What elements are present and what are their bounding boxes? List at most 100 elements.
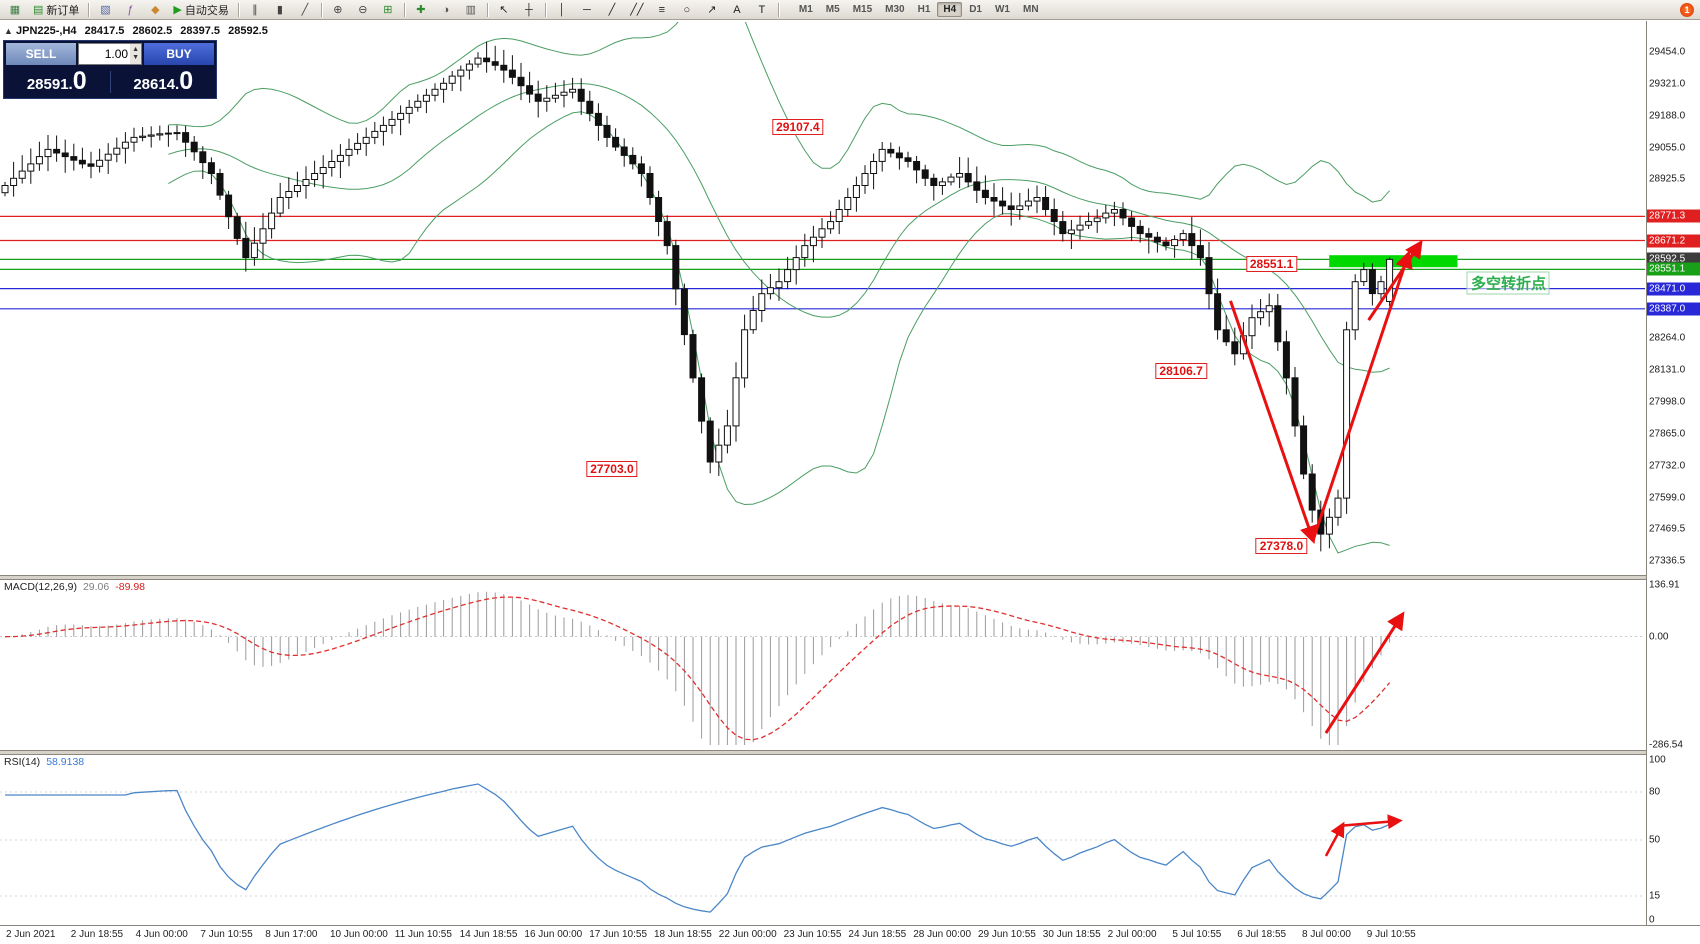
vertical-line-icon[interactable]: │ bbox=[550, 0, 574, 19]
fibonacci-icon[interactable]: ≡ bbox=[650, 0, 674, 19]
price-chart-panel[interactable] bbox=[0, 21, 1646, 575]
volume-input[interactable] bbox=[79, 44, 131, 64]
horizontal-line-icon[interactable]: ─ bbox=[575, 0, 599, 19]
shapes-icon-glyph: ○ bbox=[683, 3, 691, 16]
timeframe-m15[interactable]: M15 bbox=[852, 4, 873, 15]
price-axis-label: 27469.5 bbox=[1649, 523, 1686, 535]
templates-icon-glyph: ▥ bbox=[465, 4, 477, 16]
time-axis-label: 2 Jul 00:00 bbox=[1107, 929, 1157, 940]
rsi-value: 58.9138 bbox=[46, 756, 85, 768]
line-chart-icon[interactable]: ╱ bbox=[293, 0, 317, 19]
timeframe-m30[interactable]: M30 bbox=[885, 4, 905, 15]
crosshair-icon[interactable]: ┼ bbox=[517, 0, 541, 19]
ohlc-low: 28397.5 bbox=[180, 25, 221, 37]
zoom-in-icon[interactable]: ⊕ bbox=[326, 0, 350, 19]
toolbar-separator bbox=[320, 2, 322, 17]
macd-panel[interactable] bbox=[0, 579, 1646, 750]
timeframe-h4[interactable]: H4 bbox=[937, 2, 963, 17]
trendline-icon-glyph: ╱ bbox=[608, 4, 616, 16]
shapes-icon[interactable]: ○ bbox=[675, 0, 699, 19]
templates-icon[interactable]: ▥ bbox=[459, 0, 483, 19]
autotrading-button-glyph: ▶ bbox=[173, 4, 182, 16]
new-chart-icon[interactable]: ▦ bbox=[3, 0, 27, 19]
new-order-button[interactable]: ▤ 新订单 bbox=[28, 0, 84, 19]
macd-name: MACD(12,26,9) bbox=[4, 581, 77, 593]
price-axis-label: 50 bbox=[1649, 834, 1661, 846]
bar-chart-icon[interactable]: ∥ bbox=[243, 0, 267, 19]
timeframe-m1[interactable]: M1 bbox=[798, 4, 813, 15]
sell-price: 28591.0 bbox=[26, 67, 87, 95]
timeframe-h1[interactable]: H1 bbox=[917, 4, 931, 15]
trendline-icon[interactable]: ╱ bbox=[600, 0, 624, 19]
time-axis[interactable]: 2 Jun 2021 2 Jun 18:55 4 Jun 00:00 7 Jun 10… bbox=[0, 925, 1700, 944]
time-axis-label: 11 Jun 10:55 bbox=[394, 929, 452, 940]
macd-value: 29.06 bbox=[82, 581, 110, 593]
profiles-icon-glyph: ▧ bbox=[100, 4, 111, 16]
rsi-panel[interactable] bbox=[0, 754, 1646, 925]
indicators-icon[interactable]: ✚ bbox=[409, 0, 433, 19]
bar-chart-icon-glyph: ∥ bbox=[252, 4, 258, 16]
cursor-icon[interactable]: ↖ bbox=[492, 0, 516, 19]
buy-button[interactable]: BUY bbox=[144, 43, 214, 65]
new-order-button-glyph: ▤ bbox=[33, 4, 44, 16]
rsi-name: RSI(14) bbox=[4, 756, 41, 768]
tile-windows-icon[interactable]: ⊞ bbox=[376, 0, 400, 19]
rsi-label: RSI(14) 58.9138 bbox=[4, 756, 90, 768]
price-callout[interactable]: 27378.0 bbox=[1255, 538, 1308, 555]
profiles-icon[interactable]: ▧ bbox=[93, 0, 117, 19]
price-axis-label: 29454.0 bbox=[1649, 46, 1686, 58]
price-axis-label: 27336.5 bbox=[1649, 555, 1686, 567]
alerts-icon[interactable]: ◆ bbox=[143, 0, 167, 19]
periods-icon[interactable]: ◑ bbox=[434, 0, 458, 19]
one-click-trade-panel: SELL ▲ ▼ BUY 28591.0 28614.0 bbox=[3, 40, 217, 99]
price-axis-label: 29188.0 bbox=[1649, 110, 1686, 122]
volume-down-button[interactable]: ▼ bbox=[132, 54, 139, 61]
buy-price: 28614.0 bbox=[133, 67, 194, 95]
chart-note[interactable]: 多空转折点 bbox=[1466, 271, 1550, 295]
text-label-icon[interactable]: T bbox=[750, 0, 774, 19]
text-icon[interactable]: A bbox=[725, 0, 749, 19]
time-axis-label: 9 Jul 10:55 bbox=[1366, 929, 1416, 940]
panel-separator[interactable] bbox=[0, 750, 1646, 755]
sell-button[interactable]: SELL bbox=[6, 43, 76, 65]
new-order-button-label: 新订单 bbox=[46, 4, 80, 17]
price-axis-label: 28131.0 bbox=[1649, 364, 1686, 376]
toolbar-separator bbox=[544, 2, 546, 17]
volume-up-button[interactable]: ▲ bbox=[132, 46, 139, 53]
price-axis-label: 28551.1 bbox=[1647, 262, 1700, 276]
timeframe-w1[interactable]: W1 bbox=[994, 4, 1010, 15]
one-click-toggle-icon[interactable]: ▲ bbox=[4, 26, 13, 36]
candlestick-icon[interactable]: ▮ bbox=[268, 0, 292, 19]
crosshair-icon-glyph: ┼ bbox=[524, 3, 533, 16]
price-axis-label: -286.54 bbox=[1649, 739, 1683, 751]
time-axis-label: 2 Jun 2021 bbox=[6, 929, 56, 940]
axis-border bbox=[1646, 21, 1647, 943]
timeframe-m5[interactable]: M5 bbox=[825, 4, 840, 15]
time-axis-label: 14 Jun 18:55 bbox=[459, 929, 518, 940]
time-axis-label: 6 Jul 18:55 bbox=[1237, 929, 1287, 940]
zoom-in-icon-glyph: ⊕ bbox=[333, 4, 343, 16]
notification-badge[interactable]: 1 bbox=[1680, 3, 1694, 17]
panel-separator[interactable] bbox=[0, 575, 1646, 580]
arrows-icon[interactable]: ↗ bbox=[700, 0, 724, 19]
scripts-icon[interactable]: ƒ bbox=[118, 0, 142, 19]
price-axis[interactable]: 29454.0 29321.0 29188.0 29055.0 28925.5 28264… bbox=[1647, 21, 1700, 943]
channel-icon[interactable]: ╱╱ bbox=[625, 0, 649, 19]
price-callout[interactable]: 28106.7 bbox=[1155, 362, 1207, 379]
price-callout[interactable]: 29107.4 bbox=[772, 118, 824, 135]
price-axis-label: 0.00 bbox=[1649, 631, 1669, 643]
zoom-out-icon[interactable]: ⊖ bbox=[351, 0, 375, 19]
price-callout[interactable]: 27703.0 bbox=[586, 461, 638, 478]
timeframe-mn[interactable]: MN bbox=[1022, 4, 1039, 15]
text-icon-glyph: A bbox=[733, 3, 741, 16]
price-callout[interactable]: 28551.1 bbox=[1245, 255, 1298, 272]
candlestick-icon-glyph: ▮ bbox=[276, 4, 283, 16]
time-axis-label: 29 Jun 10:55 bbox=[978, 929, 1036, 940]
timeframe-d1[interactable]: D1 bbox=[969, 4, 982, 15]
horizontal-line-icon-glyph: ─ bbox=[582, 3, 591, 16]
price-axis-label: 29055.0 bbox=[1649, 142, 1686, 154]
chart-title: JPN225-,H4 28417.5 28602.5 28397.5 28592… bbox=[16, 25, 273, 37]
autotrading-button[interactable]: ▶ 自动交易 bbox=[168, 0, 233, 19]
price-axis-label: 28671.2 bbox=[1647, 234, 1700, 247]
price-axis-label: 28264.0 bbox=[1649, 332, 1686, 344]
